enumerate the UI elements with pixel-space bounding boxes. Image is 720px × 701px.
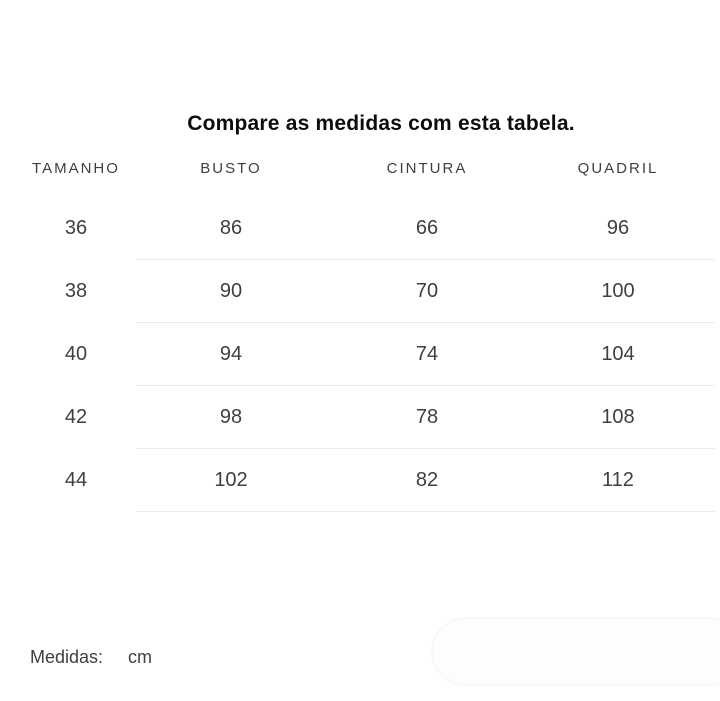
cell-cintura: 82 [415, 469, 439, 491]
row-divider [136, 511, 715, 512]
cell-busto: 86 [219, 217, 243, 239]
table-row: 44 102 82 112 [0, 449, 720, 512]
row-divider [136, 385, 715, 386]
cell-tamanho: 42 [64, 406, 88, 428]
table-row: 38 90 70 100 [0, 260, 720, 323]
page-title: Compare as medidas com esta tabela. [187, 112, 575, 135]
cell-quadril: 108 [601, 406, 635, 428]
cell-quadril: 100 [601, 280, 635, 302]
cell-tamanho: 36 [64, 217, 88, 239]
cell-busto: 102 [214, 469, 248, 491]
row-divider [136, 259, 715, 260]
table-row: 42 98 78 108 [0, 386, 720, 449]
header-cintura: CINTURA [386, 160, 468, 177]
cell-busto: 98 [219, 406, 243, 428]
table-header-row: TAMANHO BUSTO CINTURA QUADRIL [0, 160, 720, 178]
header-busto: BUSTO [200, 160, 262, 177]
cell-cintura: 74 [415, 343, 439, 365]
table-row: 36 86 66 96 [0, 197, 720, 260]
cell-quadril: 112 [602, 469, 634, 491]
cell-tamanho: 40 [64, 343, 88, 365]
cell-busto: 94 [219, 343, 243, 365]
measures-unit: cm [128, 647, 153, 667]
row-divider [136, 322, 715, 323]
cell-cintura: 66 [415, 217, 439, 239]
measures-note: Medidas: cm [30, 647, 152, 668]
cell-tamanho: 44 [64, 469, 88, 491]
header-tamanho: TAMANHO [32, 160, 120, 177]
cell-cintura: 70 [415, 280, 439, 302]
measures-label: Medidas: [30, 647, 104, 667]
header-quadril: QUADRIL [577, 160, 659, 177]
cell-quadril: 104 [601, 343, 635, 365]
row-divider [136, 448, 715, 449]
cell-cintura: 78 [415, 406, 439, 428]
cell-tamanho: 38 [64, 280, 88, 302]
faint-rounded-shape [431, 617, 720, 686]
cell-busto: 90 [219, 280, 243, 302]
table-row: 40 94 74 104 [0, 323, 720, 386]
cell-quadril: 96 [606, 217, 630, 239]
